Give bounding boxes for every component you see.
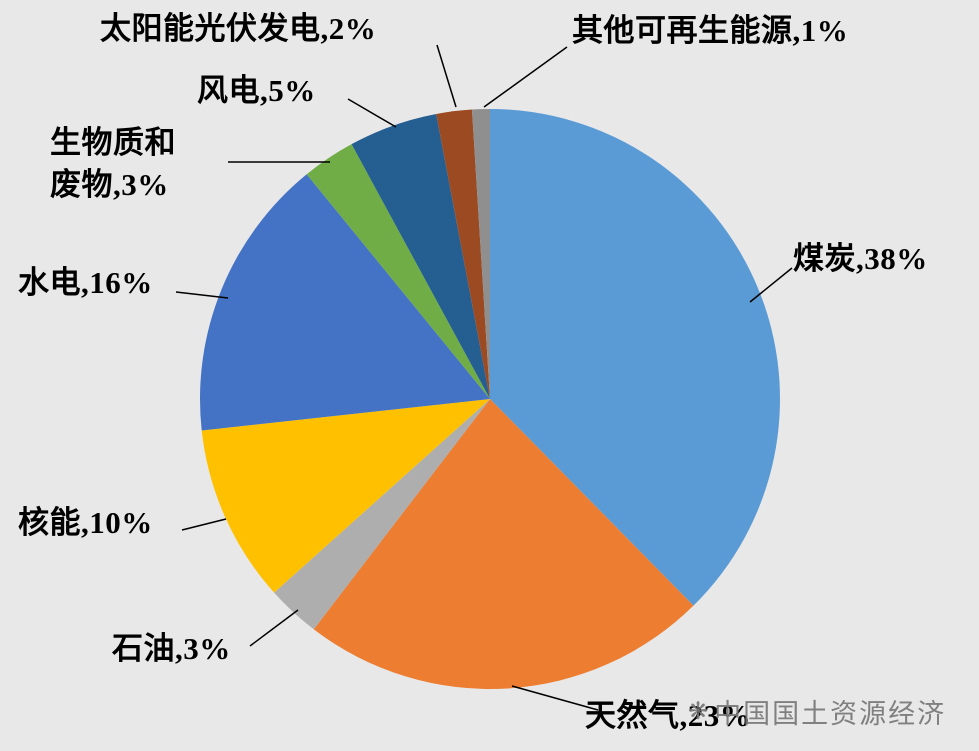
watermark: ❋ 中国国土资源经济 xyxy=(688,692,946,731)
pie-slice-oil xyxy=(274,399,490,630)
pie-slice-biomass-waste xyxy=(306,144,490,399)
pie-slice-solar-pv xyxy=(436,109,490,399)
pie-slice-nuclear xyxy=(201,399,490,593)
watermark-text: 中国国土资源经济 xyxy=(714,699,947,729)
watermark-logo-icon: ❋ xyxy=(688,698,711,725)
pie-label-oil: 石油,3% xyxy=(112,631,231,666)
leader-line-other-renewables xyxy=(483,46,568,108)
pie-slice-wind xyxy=(351,114,490,399)
pie-slice-natural-gas xyxy=(313,399,694,689)
pie-slice-coal xyxy=(490,109,781,606)
leader-line-oil xyxy=(249,609,299,647)
pie-label-hydro: 水电,16% xyxy=(18,265,153,300)
leader-line-natural-gas xyxy=(511,685,599,711)
leader-line-coal xyxy=(749,267,793,303)
pie-slice-hydro xyxy=(200,174,490,431)
pie-label-nuclear: 核能,10% xyxy=(18,505,153,540)
pie-label-coal: 煤炭,38% xyxy=(793,241,928,276)
pie-label-other-renewables: 其他可再生能源,1% xyxy=(572,13,849,48)
pie-label-natural-gas: 天然气,23% xyxy=(585,698,752,733)
leader-line-solar-pv xyxy=(436,44,457,108)
pie-slice-other-renewables xyxy=(471,109,490,399)
pie-label-solar-pv: 太阳能光伏发电,2% xyxy=(100,11,377,46)
pie-label-wind: 风电,5% xyxy=(197,73,316,108)
leader-line-hydro xyxy=(175,291,229,299)
leader-lines xyxy=(175,44,793,711)
pie-label-biomass-waste: 生物质和 废物,3% xyxy=(50,125,176,202)
pie-slices xyxy=(200,109,781,689)
leader-line-wind xyxy=(347,98,397,128)
leader-line-nuclear xyxy=(181,518,227,531)
